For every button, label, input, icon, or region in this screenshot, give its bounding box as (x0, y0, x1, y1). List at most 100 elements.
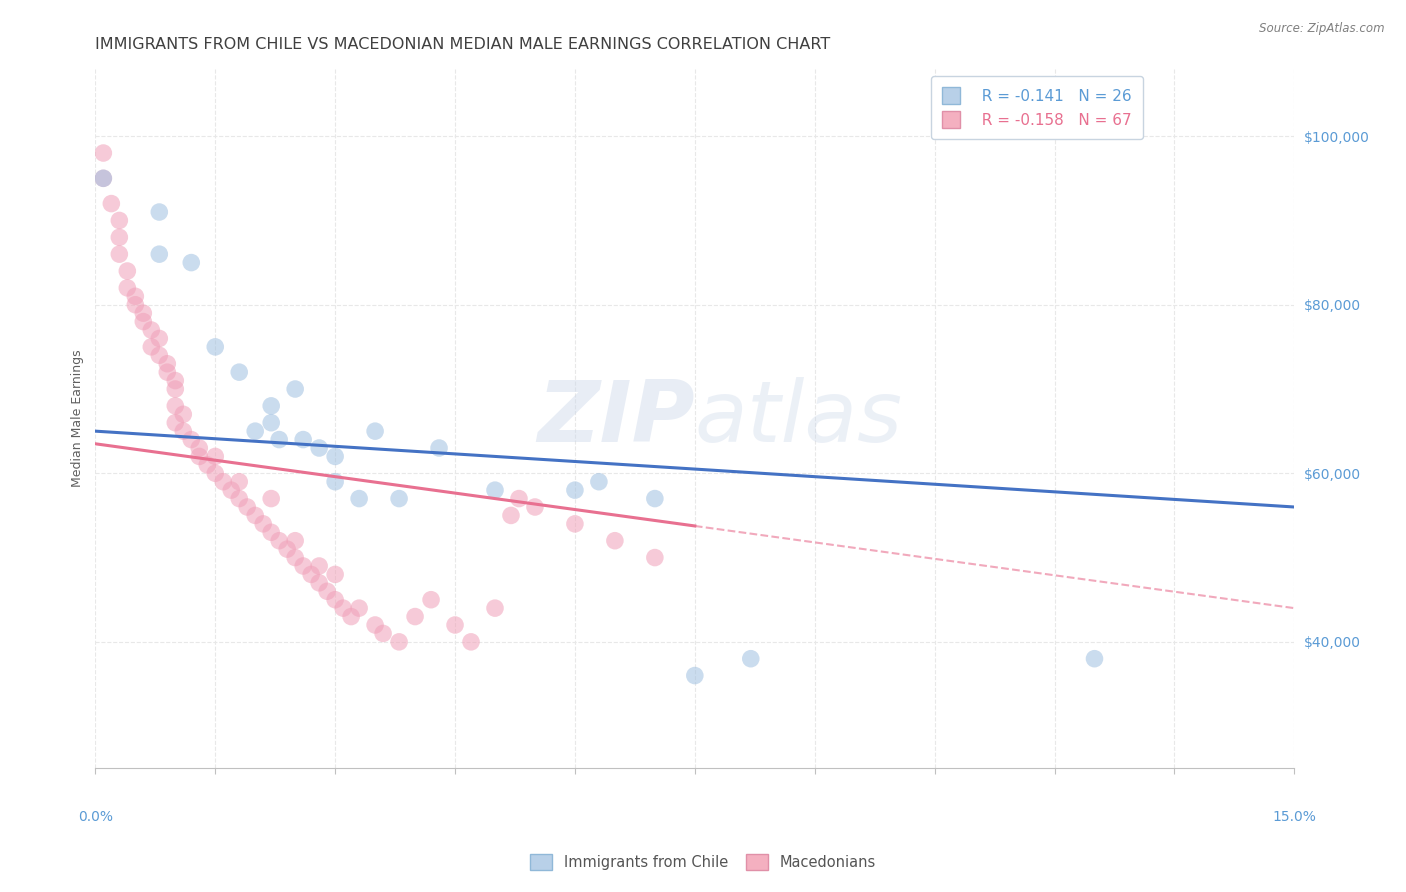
Text: 0.0%: 0.0% (77, 810, 112, 824)
Point (484, 483, 506, 497)
Point (564, 516, 586, 531)
Point (269, 433, 291, 447)
Point (364, 424, 387, 438)
Point (564, 483, 586, 497)
Point (108, 247, 131, 261)
Text: 15.0%: 15.0% (1272, 810, 1316, 824)
Point (644, 491, 666, 506)
Point (444, 618, 467, 632)
Point (269, 533, 291, 548)
Point (252, 516, 274, 531)
Point (172, 407, 194, 421)
Point (180, 255, 202, 269)
Point (603, 533, 626, 548)
Point (284, 382, 307, 396)
Point (165, 399, 187, 413)
Point (347, 601, 370, 615)
Text: Source: ZipAtlas.com: Source: ZipAtlas.com (1260, 22, 1385, 36)
Point (1083, 651, 1105, 665)
Point (508, 491, 530, 506)
Point (260, 491, 283, 506)
Point (141, 340, 163, 354)
Y-axis label: Median Male Earnings: Median Male Earnings (72, 350, 84, 487)
Point (117, 264, 139, 278)
Point (156, 365, 179, 379)
Point (323, 567, 346, 582)
Point (219, 483, 242, 497)
Point (108, 213, 131, 227)
Point (484, 601, 506, 615)
Point (323, 450, 346, 464)
Point (284, 533, 307, 548)
Point (132, 306, 155, 320)
Point (323, 475, 346, 489)
Point (124, 298, 146, 312)
Point (236, 500, 259, 514)
Legend:   R = -0.141   N = 26,   R = -0.158   N = 67: R = -0.141 N = 26, R = -0.158 N = 67 (931, 77, 1143, 139)
Point (212, 475, 235, 489)
Point (308, 559, 330, 574)
Point (124, 289, 146, 303)
Point (347, 491, 370, 506)
Point (165, 416, 187, 430)
Point (108, 230, 131, 244)
Point (420, 592, 443, 607)
Point (228, 365, 250, 379)
Point (165, 382, 187, 396)
Point (228, 475, 250, 489)
Point (245, 424, 267, 438)
Point (204, 340, 226, 354)
Point (683, 668, 706, 682)
Point (100, 196, 122, 211)
Point (276, 542, 298, 557)
Point (117, 281, 139, 295)
Point (132, 315, 155, 329)
Point (323, 592, 346, 607)
Point (292, 559, 315, 574)
Point (460, 635, 482, 649)
Point (204, 467, 226, 481)
Point (93, 171, 115, 186)
Point (195, 458, 218, 472)
Point (340, 609, 363, 624)
Point (364, 618, 387, 632)
Point (308, 441, 330, 455)
Text: atlas: atlas (695, 377, 903, 460)
Point (165, 374, 187, 388)
Point (156, 357, 179, 371)
Point (148, 348, 170, 362)
Point (388, 491, 411, 506)
Point (740, 651, 762, 665)
Point (188, 450, 211, 464)
Point (204, 450, 226, 464)
Point (172, 424, 194, 438)
Point (148, 247, 170, 261)
Point (93, 146, 115, 161)
Point (141, 323, 163, 337)
Point (299, 567, 322, 582)
Point (316, 584, 339, 599)
Point (644, 550, 666, 565)
Point (404, 609, 426, 624)
Point (308, 575, 330, 590)
Point (284, 550, 307, 565)
Point (292, 433, 315, 447)
Text: IMMIGRANTS FROM CHILE VS MACEDONIAN MEDIAN MALE EARNINGS CORRELATION CHART: IMMIGRANTS FROM CHILE VS MACEDONIAN MEDI… (96, 37, 831, 53)
Point (388, 635, 411, 649)
Point (93, 171, 115, 186)
Legend: Immigrants from Chile, Macedonians: Immigrants from Chile, Macedonians (524, 848, 882, 876)
Point (523, 500, 546, 514)
Point (180, 433, 202, 447)
Point (332, 601, 354, 615)
Point (260, 399, 283, 413)
Point (588, 475, 610, 489)
Point (148, 331, 170, 345)
Point (260, 416, 283, 430)
Point (371, 626, 394, 640)
Point (427, 441, 450, 455)
Point (260, 525, 283, 540)
Point (499, 508, 522, 523)
Point (188, 441, 211, 455)
Point (245, 508, 267, 523)
Point (148, 205, 170, 219)
